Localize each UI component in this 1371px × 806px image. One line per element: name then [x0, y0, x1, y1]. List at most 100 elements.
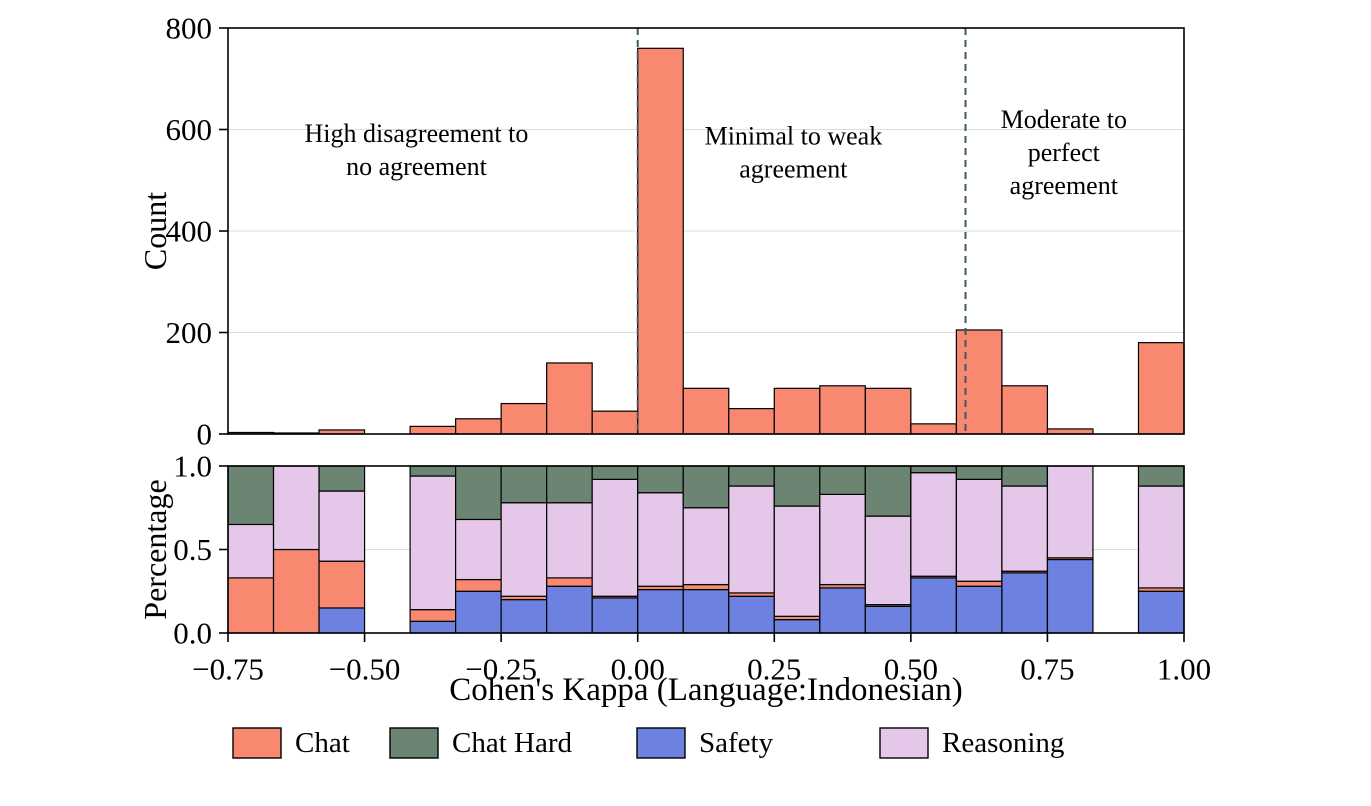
stacked-segment-reasoning	[682, 507, 730, 586]
stacked-segment-safety	[455, 590, 502, 634]
stacked-segment-safety	[864, 605, 912, 634]
stacked-segment-chat_hard	[864, 465, 912, 517]
stacked-segment-reasoning	[955, 478, 1003, 582]
stacked-segment-chat_hard	[409, 465, 457, 477]
annotation-text: agreement	[739, 154, 848, 183]
stacked-segment-reasoning	[409, 475, 457, 611]
legend-label: Safety	[699, 727, 774, 759]
stacked-segment-chat_hard	[227, 465, 275, 526]
stacked-segment-safety	[773, 619, 821, 634]
stacked-segment-safety	[318, 607, 366, 634]
x-tick-label: −0.25	[465, 652, 537, 687]
stacked-segment-chat_hard	[955, 465, 1003, 480]
stacked-segment-chat	[955, 580, 1003, 587]
y-axis-label-percentage: Percentage	[137, 479, 173, 619]
stacked-segment-chat	[227, 577, 275, 634]
histogram-bar	[682, 387, 730, 435]
histogram-bar	[637, 47, 684, 435]
stacked-segment-reasoning	[272, 465, 320, 551]
stacked-segment-safety	[1137, 590, 1185, 634]
stacked-segment-safety	[591, 597, 639, 634]
y-tick-label: 800	[166, 11, 213, 46]
stacked-segment-chat	[318, 560, 366, 609]
stacked-segment-reasoning	[227, 523, 275, 579]
x-tick-label: 1.00	[1157, 652, 1211, 687]
stacked-segment-chat	[546, 577, 593, 587]
stacked-segment-reasoning	[591, 478, 639, 597]
x-tick-label: 0.50	[884, 652, 938, 687]
histogram-bar	[455, 418, 502, 435]
axes: 0 200 400 600 800 0.0 0.5 1.0 −0.75 −0.50 −0.25 0.0…	[137, 11, 1211, 709]
legend-swatch-reasoning	[879, 727, 929, 759]
stacked-segment-safety	[409, 620, 457, 634]
stacked-segment-chat_hard	[910, 465, 957, 474]
stacked-segment-safety	[1001, 572, 1049, 634]
legend-swatch-safety	[636, 727, 686, 759]
stacked-segment-chat_hard	[455, 465, 502, 521]
y-tick-label: 0	[197, 417, 213, 452]
x-axis-label: Cohen's Kappa (Language:Indonesian)	[449, 672, 963, 708]
stacked-segment-chat_hard	[773, 465, 821, 507]
x-tick-label: 0.75	[1020, 652, 1074, 687]
stacked-segment-safety	[819, 587, 866, 634]
stacked-segment-reasoning	[1046, 465, 1094, 559]
y-tick-label: 0.0	[173, 616, 212, 651]
stacked-segment-safety	[682, 588, 730, 634]
annotation-text: agreement	[1010, 171, 1119, 200]
stacked-segment-chat	[272, 548, 320, 634]
stacked-segment-chat_hard	[819, 465, 866, 495]
stacked-segment-chat_hard	[591, 465, 639, 480]
stacked-segment-chat_hard	[318, 465, 366, 492]
annotation-text: Minimal to weak	[705, 121, 883, 150]
histogram-bar	[409, 425, 457, 435]
y-tick-label: 200	[166, 315, 213, 350]
stacked-segment-reasoning	[546, 502, 593, 579]
y-tick-label: 1.0	[173, 449, 212, 484]
legend-label: Chat Hard	[452, 727, 572, 759]
legend-label: Reasoning	[942, 727, 1064, 759]
stacked-segment-reasoning	[1137, 485, 1185, 589]
stacked-segment-reasoning	[819, 493, 866, 586]
stacked-segment-chat_hard	[637, 465, 684, 494]
stacked-segment-chat_hard	[728, 465, 775, 487]
annotation-text: no agreement	[346, 152, 488, 181]
stacked-segment-reasoning	[728, 485, 775, 594]
stacked-segment-safety	[500, 598, 548, 634]
histogram-bar	[546, 362, 593, 435]
annotation-text: Moderate to	[1001, 105, 1127, 134]
histogram-bar	[728, 408, 775, 435]
stacked-segment-reasoning	[455, 518, 502, 581]
x-tick-label: 0.25	[747, 652, 801, 687]
y-tick-label: 400	[166, 214, 213, 249]
histogram-bar	[864, 387, 912, 435]
stacked-segment-reasoning	[500, 502, 548, 597]
y-axis-label-count: Count	[137, 192, 173, 270]
histogram-bar	[500, 402, 548, 435]
annotation-text: High disagreement to	[305, 119, 529, 148]
stacked-segment-reasoning	[318, 490, 366, 562]
histogram-bar	[1001, 385, 1049, 435]
y-tick-label: 0.5	[173, 532, 212, 567]
histogram-bar	[773, 387, 821, 435]
stacked-segment-safety	[910, 577, 957, 634]
annotation-text: perfect	[1028, 138, 1101, 167]
stacked-segment-chat	[455, 578, 502, 592]
stacked-segment-chat_hard	[682, 465, 730, 509]
stacked-segment-safety	[955, 585, 1003, 634]
histogram-bar	[910, 423, 957, 435]
bottom-panel	[227, 465, 1185, 634]
x-tick-label: −0.50	[329, 652, 401, 687]
legend-swatch-chat	[232, 727, 282, 759]
stacked-segment-safety	[637, 588, 684, 634]
stacked-segment-reasoning	[910, 472, 957, 577]
stacked-segment-safety	[728, 595, 775, 634]
x-tick-label: 0.00	[611, 652, 665, 687]
stacked-segment-reasoning	[773, 505, 821, 617]
stacked-segment-safety	[546, 585, 593, 634]
stacked-segment-chat	[682, 583, 730, 591]
stacked-segment-chat_hard	[500, 465, 548, 504]
stacked-segment-chat_hard	[1137, 465, 1185, 487]
stacked-segment-reasoning	[864, 515, 912, 606]
x-tick-label: −0.75	[192, 652, 264, 687]
